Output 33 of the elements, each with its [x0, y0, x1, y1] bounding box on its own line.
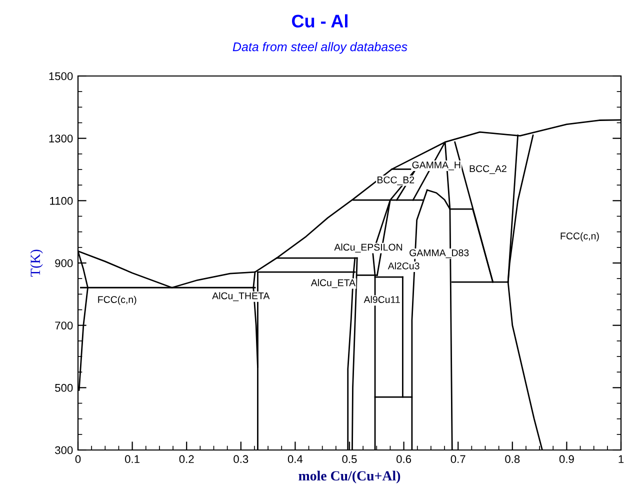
annotation: FCC(c,n) [560, 232, 599, 242]
y-tick-label: 1300 [49, 134, 73, 142]
annotation: AlCu_EPSILON [334, 244, 402, 252]
x-tick-label: 0.2 [179, 455, 194, 464]
annotation: Al2Cu3 [388, 262, 420, 270]
x-tick-label: 0.1 [125, 455, 140, 464]
x-tick-label: 0.3 [234, 455, 248, 464]
chart-title: Cu - Al [292, 14, 348, 28]
x-tick-label: 0.8 [505, 455, 520, 464]
x-tick-label: 0.4 [288, 455, 303, 464]
y-tick-label: 900 [55, 259, 73, 268]
annotation: BCC_A2 [470, 165, 506, 174]
annotation: FCC(c,n) [98, 296, 136, 305]
y-tick-label: 1100 [50, 196, 73, 205]
x-tick-label: 0.6 [396, 455, 412, 464]
y-axis-title: T(K) [30, 250, 43, 277]
annotation: AlCu_THETA [212, 292, 270, 302]
y-tick-label: 300 [55, 446, 73, 454]
annotation: Al9Cu11 [364, 296, 400, 304]
x-tick-label: 0.9 [559, 455, 574, 464]
x-tick-label: 0.5 [342, 455, 357, 464]
x-tick-label: 0 [75, 455, 81, 464]
x-tick-label: 1 [618, 455, 624, 463]
annotation: GAMMA_D83 [410, 249, 469, 258]
chart-subtitle: Data from steel alloy databases [232, 42, 408, 54]
x-axis-title: mole Cu/(Cu+Al) [298, 470, 400, 484]
y-tick-label: 500 [55, 384, 73, 392]
annotation: AlCu_ETA [310, 279, 356, 288]
annotation: GAMMA_H [412, 161, 460, 170]
y-tick-label: 1500 [49, 72, 73, 80]
y-tick-label: 700 [55, 322, 73, 330]
x-tick-label: 0.7 [450, 455, 466, 464]
annotation: BCC_B2 [378, 176, 414, 186]
